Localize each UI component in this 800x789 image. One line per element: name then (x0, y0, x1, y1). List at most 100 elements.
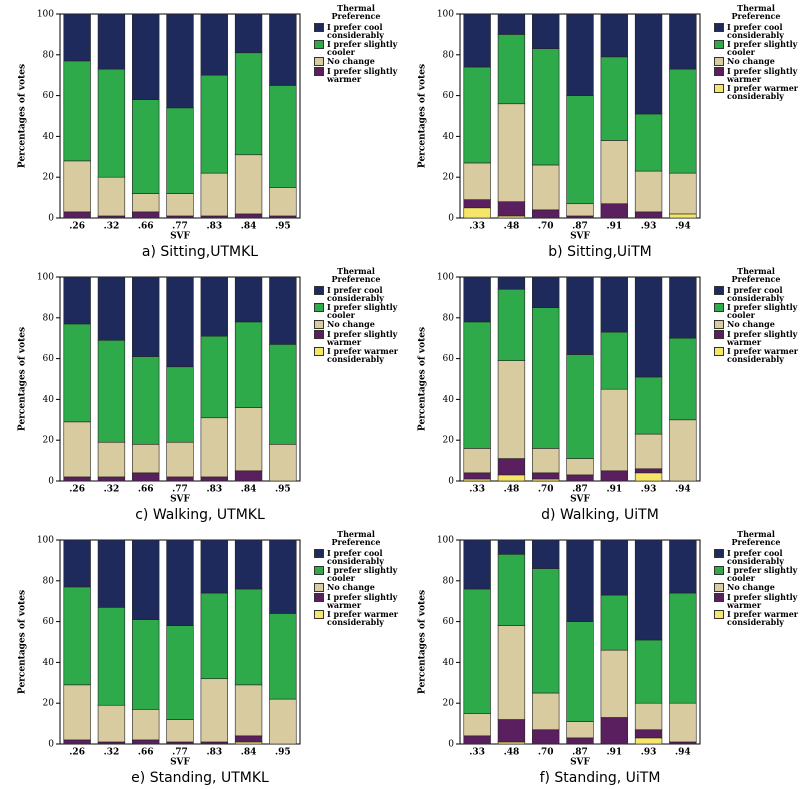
bar-segment (463, 735, 491, 745)
x-tick-label: .70 (538, 748, 554, 758)
y-tick-label: 0 (48, 214, 54, 224)
x-tick-label: .26 (69, 748, 85, 758)
caption: d) Walking, UiTM (541, 507, 659, 523)
legend-label: I prefer slightly cooler (327, 302, 398, 320)
x-tick-label: .66 (138, 485, 154, 495)
bar-segment (669, 419, 697, 482)
y-tick-label: 80 (43, 576, 55, 586)
chart-panel: 0 20 40 60 80 100 Percentages of votes SVF .26 .3… (0, 526, 400, 789)
chart-panel: 0 20 40 60 80 100 Percentages of votes SVF .33 .4… (400, 526, 800, 789)
x-tick-label: .87 (572, 748, 588, 758)
legend: Thermal Preference I prefer cool consider… (314, 4, 398, 84)
bar-segment (566, 203, 594, 217)
legend-item: I prefer cool considerably (314, 286, 398, 302)
caption: f) Standing, UiTM (539, 770, 661, 786)
y-tick-label: 40 (443, 658, 455, 668)
bar-segment (269, 215, 297, 219)
legend-item: I prefer slightly cooler (314, 40, 398, 56)
bar-segment (132, 739, 160, 745)
bar-segment (669, 13, 697, 70)
x-tick-label: .91 (606, 222, 622, 232)
legend-swatch (714, 347, 724, 356)
caption: b) Sitting,UiTM (548, 244, 652, 260)
bar-segment (600, 539, 628, 596)
x-tick-label: .93 (641, 222, 657, 232)
bar-segment (566, 354, 594, 459)
bar-segment (669, 592, 697, 704)
bar-segment (600, 594, 628, 651)
bar-segment (200, 678, 228, 743)
x-tick-label: .83 (206, 748, 222, 758)
bar-segment (566, 621, 594, 722)
legend-label: I prefer slightly warmer (727, 329, 798, 347)
bar-segment (234, 588, 263, 686)
legend-label: I prefer slightly cooler (727, 565, 798, 583)
x-tick-label: .95 (275, 748, 291, 758)
x-tick-label: .95 (275, 222, 291, 232)
bar-segment (566, 276, 594, 355)
legend-item: I prefer cool considerably (714, 549, 798, 565)
bar-segment (97, 176, 126, 217)
bar-segment (63, 539, 91, 588)
bar-segment (132, 619, 160, 710)
x-tick-label: .26 (69, 485, 85, 495)
bar-segment (497, 103, 526, 202)
legend: Thermal Preference I prefer cool consider… (714, 4, 798, 101)
bar-segment (63, 739, 91, 745)
y-tick-label: 100 (37, 536, 54, 546)
bar-segment (669, 68, 697, 174)
legend-swatch (314, 549, 324, 558)
y-tick-label: 100 (437, 536, 454, 546)
bar-segment (463, 448, 491, 474)
legend: Thermal Preference I prefer cool consider… (714, 530, 798, 627)
x-tick-label: .84 (241, 485, 257, 495)
bar-segment (669, 172, 697, 215)
bar-segment (63, 476, 91, 482)
y-tick-label: 20 (443, 436, 455, 446)
legend-swatch (714, 593, 724, 602)
bar-segment (669, 539, 697, 594)
bar-segment (532, 478, 560, 482)
legend-item: I prefer slightly warmer (314, 593, 398, 609)
bar-segment (269, 13, 297, 86)
legend-label: I prefer slightly warmer (727, 592, 798, 610)
legend-item: I prefer warmer considerably (314, 347, 398, 363)
bar-segment (600, 470, 628, 482)
x-tick-label: .77 (172, 748, 188, 758)
legend-title: Thermal Preference (731, 266, 781, 284)
y-axis-label: Percentages of votes (18, 64, 28, 168)
bar-segment (63, 276, 91, 325)
bar-segment (463, 13, 491, 68)
x-tick-label: .83 (206, 222, 222, 232)
bar-segment (166, 625, 194, 720)
bar-segment (532, 729, 560, 745)
bar-segment (532, 48, 560, 166)
bar-segment (97, 607, 126, 706)
legend-label: I prefer warmer considerably (327, 609, 399, 627)
bar-segment (200, 539, 228, 594)
x-tick-label: .32 (104, 485, 120, 495)
legend-swatch (714, 40, 724, 49)
bar-segment (234, 684, 263, 737)
legend-item: No change (714, 583, 798, 592)
bar-segment (532, 472, 560, 480)
legend-item: I prefer cool considerably (314, 23, 398, 39)
legend-label: No change (327, 319, 375, 329)
legend-swatch (314, 593, 324, 602)
bar-segment (669, 702, 697, 743)
bar-segment (497, 539, 526, 555)
bar-segment (166, 539, 194, 626)
y-tick-label: 20 (443, 173, 455, 183)
x-tick-label: .26 (69, 222, 85, 232)
y-tick-label: 40 (43, 132, 55, 142)
bar-segment (200, 741, 228, 745)
bar-segment (532, 692, 560, 731)
bar-segment (269, 539, 297, 614)
legend-swatch (714, 57, 724, 66)
legend-item: I prefer slightly cooler (714, 303, 798, 319)
y-tick-label: 80 (443, 576, 455, 586)
bar-segment (463, 588, 491, 714)
bar-segment (200, 74, 228, 174)
x-tick-label: .66 (138, 222, 154, 232)
